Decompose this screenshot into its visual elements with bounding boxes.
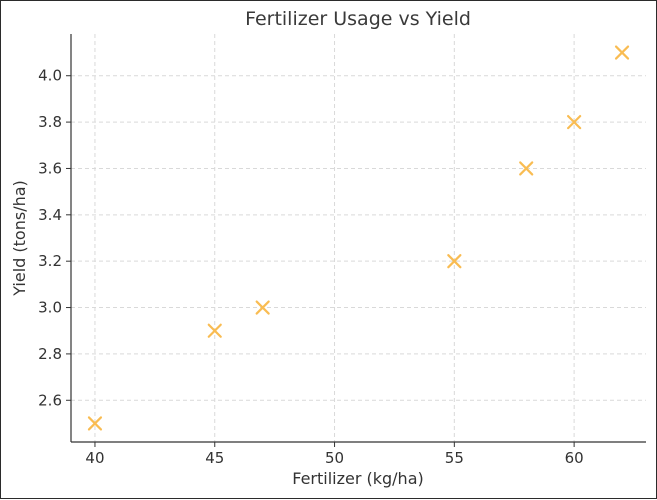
x-tick-label: 60 [565, 449, 584, 467]
grid [71, 34, 646, 442]
data-point [614, 45, 630, 60]
tick-labels: 40 45 50 55 60 2.6 2.8 3.0 3.2 3.4 3.6 3.8 4.0 [38, 67, 584, 467]
data-points [87, 45, 630, 431]
y-tick-label: 2.6 [38, 391, 62, 409]
y-tick-label: 3.6 [38, 159, 62, 177]
data-point [207, 323, 222, 338]
y-tick-label: 3.0 [38, 299, 62, 317]
y-tick-label: 3.4 [38, 206, 62, 224]
x-tick-label: 55 [445, 449, 464, 467]
x-axis-label: Fertilizer (kg/ha) [292, 469, 424, 488]
axes [66, 34, 646, 447]
data-point [87, 416, 103, 431]
x-tick-label: 45 [205, 449, 224, 467]
y-axis-label: Yield (tons/ha) [10, 180, 29, 297]
x-tick-label: 50 [325, 449, 344, 467]
data-point [255, 300, 270, 315]
y-tick-label: 3.8 [38, 113, 62, 131]
data-point [519, 161, 534, 176]
chart-title: Fertilizer Usage vs Yield [245, 8, 471, 30]
y-tick-label: 3.2 [38, 252, 62, 270]
x-tick-label: 40 [85, 449, 104, 467]
y-tick-label: 4.0 [38, 67, 62, 85]
data-point [447, 254, 462, 269]
y-tick-label: 2.8 [38, 345, 62, 363]
data-point [567, 114, 582, 130]
